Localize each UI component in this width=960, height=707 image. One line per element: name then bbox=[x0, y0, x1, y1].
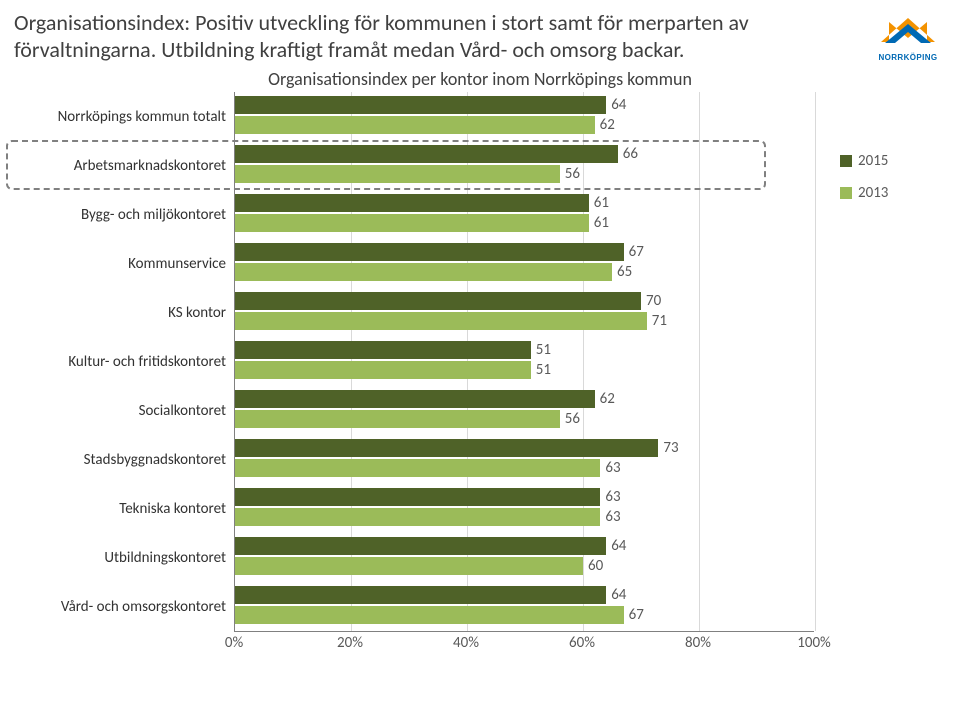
chart-row: 6765 bbox=[235, 239, 814, 288]
bar-value-label: 66 bbox=[623, 145, 638, 163]
x-tick: 20% bbox=[337, 634, 363, 652]
y-axis-label: Bygg- och miljökontoret bbox=[14, 190, 226, 239]
bar-value-label: 64 bbox=[611, 537, 626, 555]
bar-value-label: 64 bbox=[611, 586, 626, 604]
svg-text:NORRKÖPING: NORRKÖPING bbox=[878, 53, 937, 62]
chart-container: Norrköpings kommun totaltArbetsmarknadsk… bbox=[14, 92, 946, 658]
bar-segment bbox=[235, 165, 560, 183]
bar-value-label: 56 bbox=[565, 165, 580, 183]
bar-value-label: 63 bbox=[605, 488, 620, 506]
bar-segment bbox=[235, 606, 624, 624]
bar-segment bbox=[235, 537, 606, 555]
bar-value-label: 62 bbox=[600, 390, 615, 408]
y-axis-label: Arbetsmarknadskontoret bbox=[14, 141, 226, 190]
bar-segment bbox=[235, 390, 595, 408]
chart-row: 6467 bbox=[235, 582, 814, 631]
chart-row: 62 56 bbox=[235, 386, 814, 435]
bar-value-label: 70 bbox=[646, 292, 661, 310]
bar-segment bbox=[235, 194, 589, 212]
x-axis-ticks: 0%20%40%60%80%100% bbox=[234, 632, 814, 658]
y-axis-label: Utbildningskontoret bbox=[14, 533, 226, 582]
chart-row: 6462 bbox=[235, 92, 814, 141]
bar-value-label: 51 bbox=[536, 341, 551, 359]
x-tick: 80% bbox=[685, 634, 711, 652]
chart-plot-area: 6462665661616765707151516256736363636460… bbox=[234, 92, 814, 632]
bar-segment bbox=[235, 410, 560, 428]
bar-segment bbox=[235, 96, 606, 114]
bar-segment bbox=[235, 439, 658, 457]
chart-legend: 2015 2013 bbox=[814, 92, 934, 216]
chart-row: 6363 bbox=[235, 484, 814, 533]
bar-value-label: 71 bbox=[652, 312, 667, 330]
bar-segment bbox=[235, 263, 612, 281]
chart-subtitle: Organisationsindex per kontor inom Norrk… bbox=[14, 68, 946, 90]
y-axis-label: Kommunservice bbox=[14, 239, 226, 288]
bar-segment bbox=[235, 145, 618, 163]
bar-value-label: 63 bbox=[605, 459, 620, 477]
bar-segment bbox=[235, 292, 641, 310]
legend-item: 2013 bbox=[840, 184, 934, 202]
bar-segment bbox=[235, 341, 531, 359]
bar-value-label: 61 bbox=[594, 194, 609, 212]
chart-row: 64 60 bbox=[235, 533, 814, 582]
legend-label: 2013 bbox=[858, 184, 888, 202]
bar-value-label: 67 bbox=[629, 243, 644, 261]
bar-value-label: 67 bbox=[629, 606, 644, 624]
bar-segment bbox=[235, 586, 606, 604]
y-axis-label: Socialkontoret bbox=[14, 386, 226, 435]
x-tick: 40% bbox=[453, 634, 479, 652]
bar-value-label: 65 bbox=[617, 263, 632, 281]
chart-row: 5151 bbox=[235, 337, 814, 386]
bar-segment bbox=[235, 361, 531, 379]
x-tick: 0% bbox=[225, 634, 243, 652]
x-tick: 100% bbox=[797, 634, 831, 652]
bar-segment bbox=[235, 508, 600, 526]
y-axis-label: Norrköpings kommun totalt bbox=[14, 92, 226, 141]
bar-segment bbox=[235, 214, 589, 232]
y-axis-label: Vård- och omsorgskontoret bbox=[14, 582, 226, 631]
bar-value-label: 61 bbox=[594, 214, 609, 232]
legend-label: 2015 bbox=[858, 152, 888, 170]
chart-row: 6161 bbox=[235, 190, 814, 239]
bar-value-label: 56 bbox=[565, 410, 580, 428]
y-axis-label: Tekniska kontoret bbox=[14, 484, 226, 533]
y-axis-labels: Norrköpings kommun totaltArbetsmarknadsk… bbox=[14, 92, 234, 631]
y-axis-label: Kultur- och fritidskontoret bbox=[14, 337, 226, 386]
legend-swatch bbox=[840, 187, 852, 199]
y-axis-label: Stadsbyggnadskontoret bbox=[14, 435, 226, 484]
bar-value-label: 60 bbox=[588, 557, 603, 575]
legend-item: 2015 bbox=[840, 152, 934, 170]
logo-norrkoping: NORRKÖPING bbox=[871, 10, 946, 72]
chart-row: 7071 bbox=[235, 288, 814, 337]
bar-segment bbox=[235, 116, 595, 134]
headline: Organisationsindex: Positiv utveckling f… bbox=[14, 10, 863, 64]
bar-segment bbox=[235, 488, 600, 506]
bar-value-label: 63 bbox=[605, 508, 620, 526]
bar-value-label: 51 bbox=[536, 361, 551, 379]
bar-segment bbox=[235, 459, 600, 477]
bar-value-label: 73 bbox=[663, 439, 678, 457]
x-tick: 60% bbox=[569, 634, 595, 652]
chart-row: 73 63 bbox=[235, 435, 814, 484]
y-axis-label: KS kontor bbox=[14, 288, 226, 337]
bar-value-label: 64 bbox=[611, 96, 626, 114]
chart-row: 66 56 bbox=[235, 141, 814, 190]
bar-segment bbox=[235, 312, 647, 330]
bar-segment bbox=[235, 243, 624, 261]
bar-value-label: 62 bbox=[600, 116, 615, 134]
legend-swatch bbox=[840, 155, 852, 167]
bar-segment bbox=[235, 557, 583, 575]
